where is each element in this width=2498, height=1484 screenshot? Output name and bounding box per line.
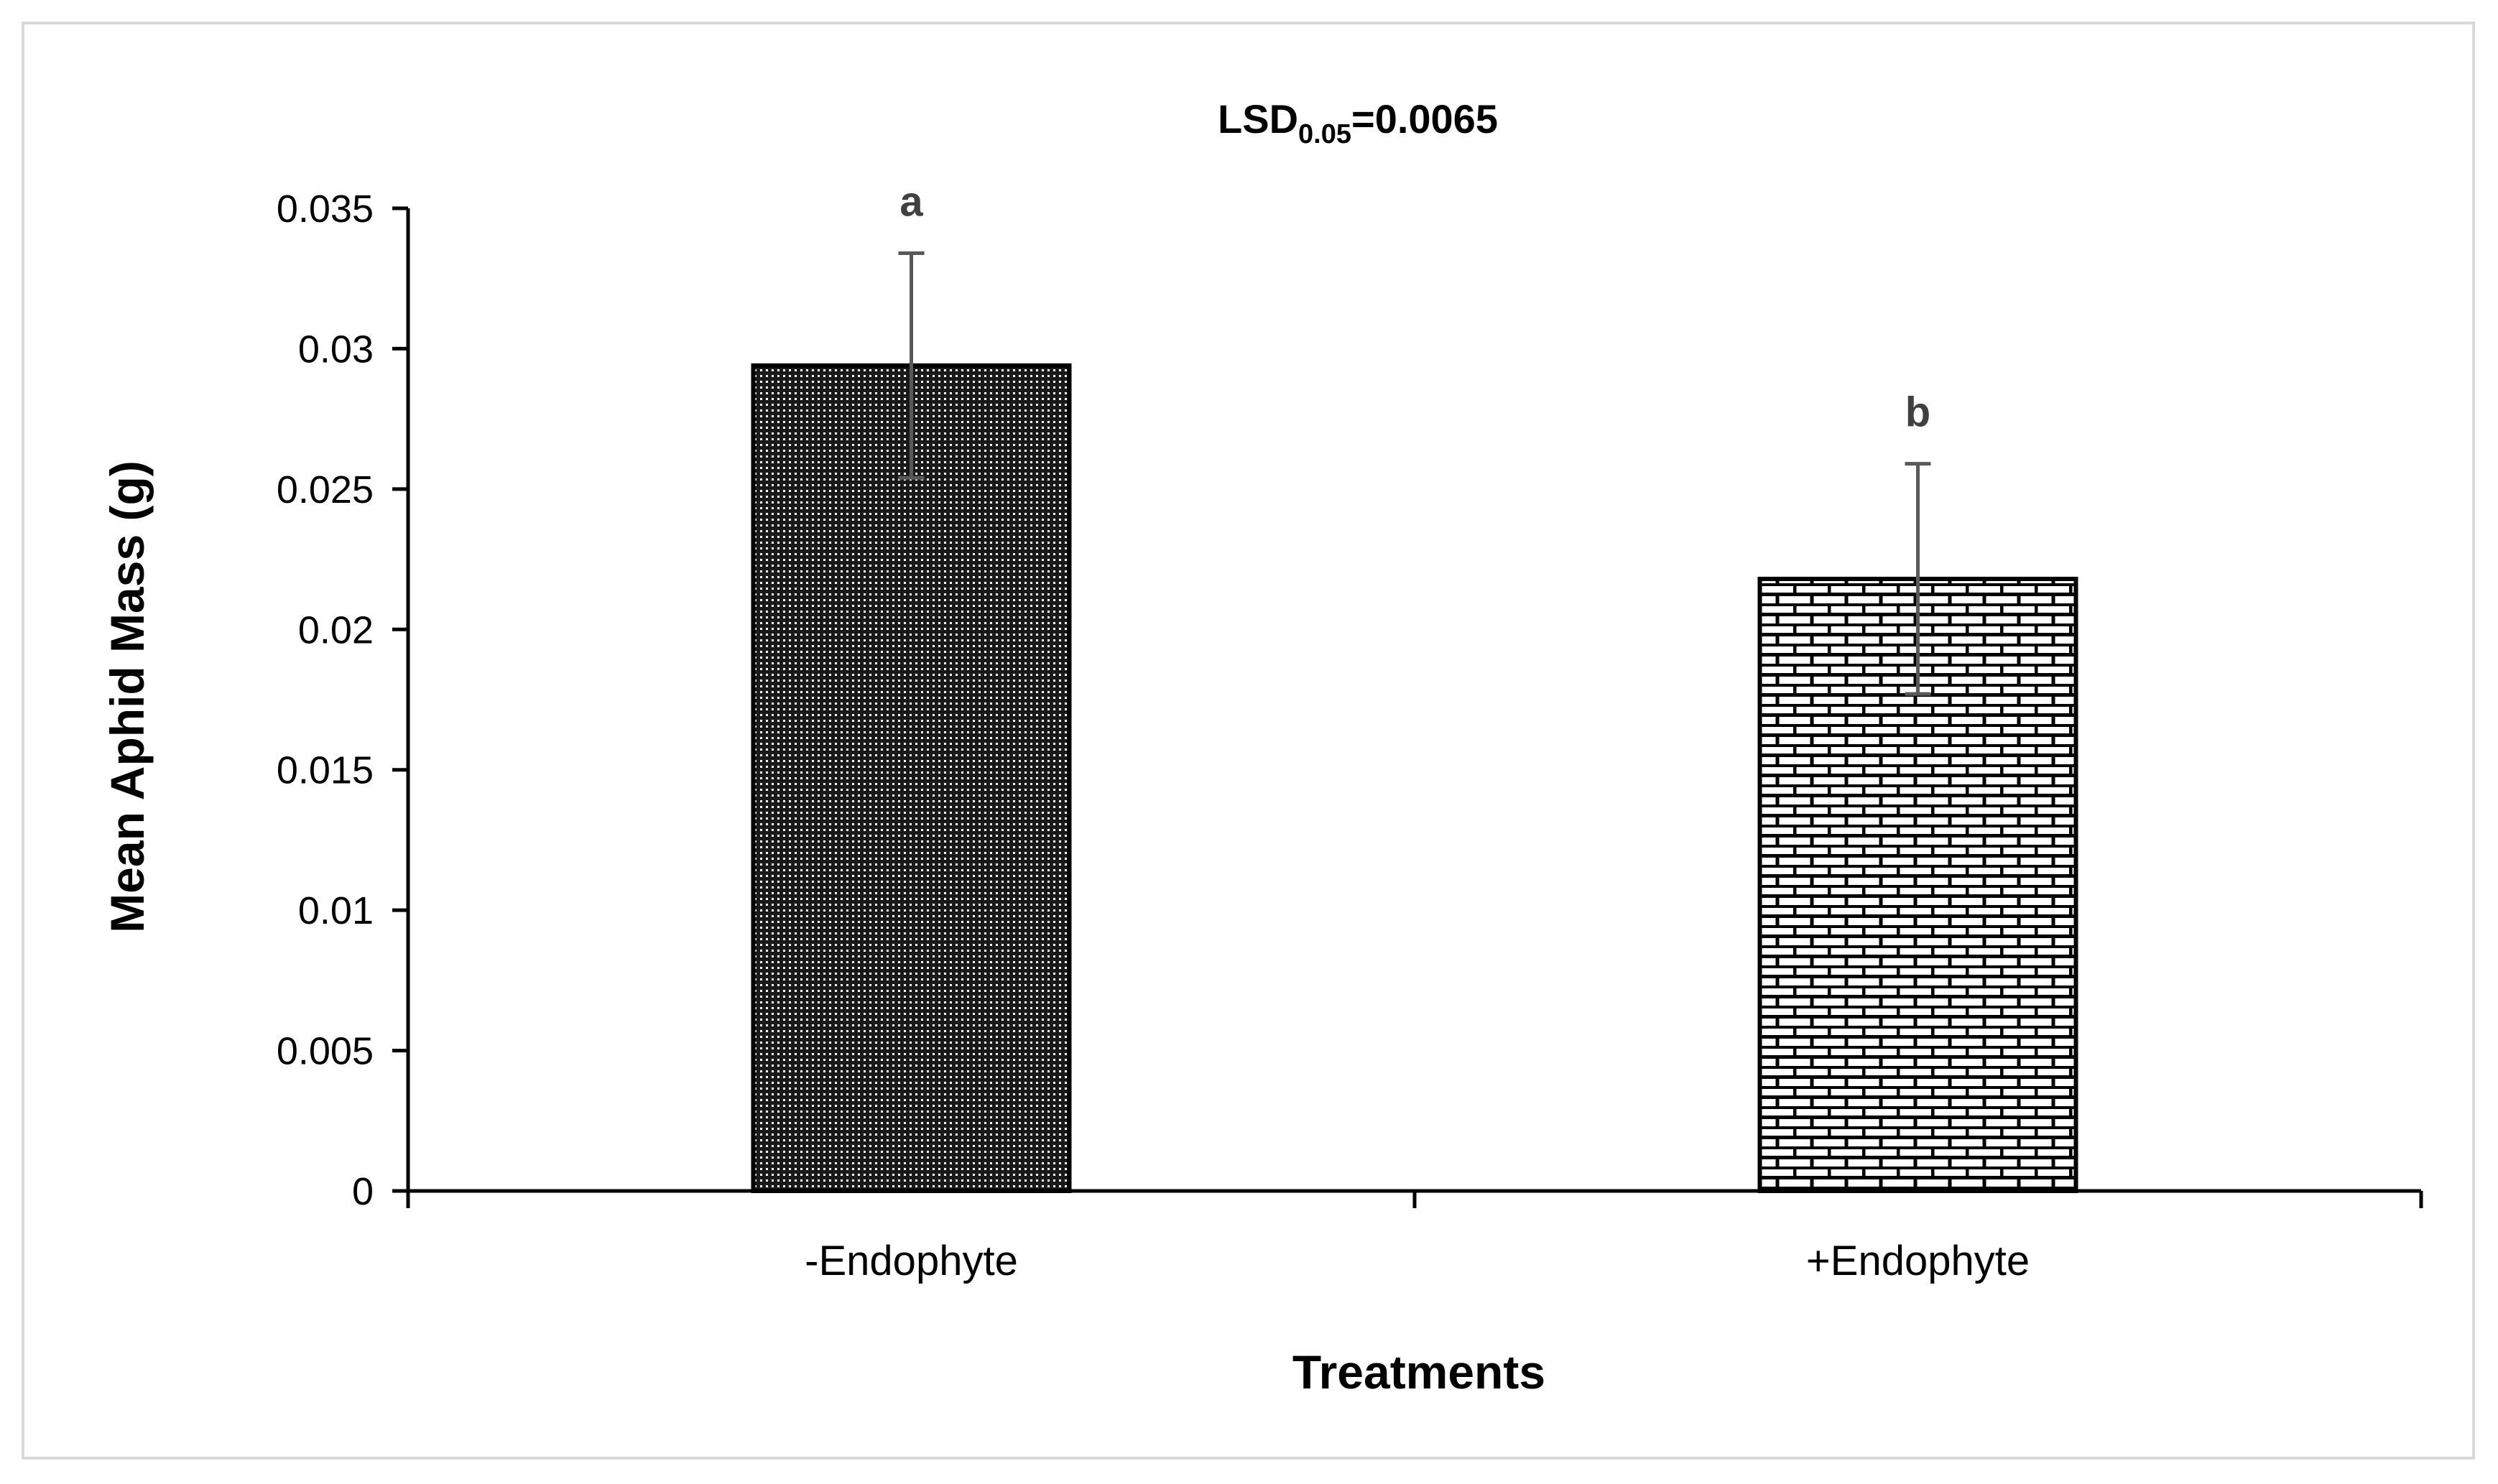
x-axis-title: Treatments bbox=[1292, 1345, 1545, 1399]
y-tick-label: 0.005 bbox=[277, 1030, 374, 1073]
y-tick-label: 0.03 bbox=[298, 328, 374, 371]
significance-letters-group: ab bbox=[899, 179, 1930, 436]
chart-title-subscript: 0.05 bbox=[1298, 119, 1351, 149]
chart-title: LSD0.05=0.0065 bbox=[1218, 96, 1498, 149]
y-tick-label: 0.035 bbox=[277, 187, 374, 231]
error-bars-group bbox=[898, 251, 1931, 696]
y-tick-label: 0.025 bbox=[277, 468, 374, 511]
y-tick-label: 0.015 bbox=[277, 749, 374, 792]
svg-text:LSD0.05=0.0065: LSD0.05=0.0065 bbox=[1218, 96, 1498, 149]
y-axis-ticks bbox=[392, 206, 408, 1193]
bar-minus-endophyte bbox=[751, 363, 1072, 1193]
significance-letter: a bbox=[899, 179, 923, 226]
y-tick-label: 0.02 bbox=[298, 608, 374, 651]
x-axis-ticks bbox=[406, 1191, 2423, 1208]
y-axis-tick-labels: 0 0.005 0.01 0.015 0.02 0.025 0.03 0.035 bbox=[277, 187, 374, 1213]
y-tick-label: 0 bbox=[352, 1170, 374, 1213]
x-axis-category-labels: -Endophyte +Endophyte bbox=[805, 1238, 2030, 1284]
y-axis-title: Mean Aphid Mass (g) bbox=[101, 460, 154, 933]
x-category-label: +Endophyte bbox=[1806, 1238, 2030, 1284]
significance-letter: b bbox=[1905, 389, 1930, 436]
chart-title-value: =0.0065 bbox=[1351, 96, 1498, 142]
y-tick-label: 0.01 bbox=[298, 889, 374, 932]
x-category-label: -Endophyte bbox=[805, 1238, 1018, 1284]
bars-group bbox=[751, 363, 2078, 1193]
chart-title-main: LSD bbox=[1218, 96, 1298, 142]
